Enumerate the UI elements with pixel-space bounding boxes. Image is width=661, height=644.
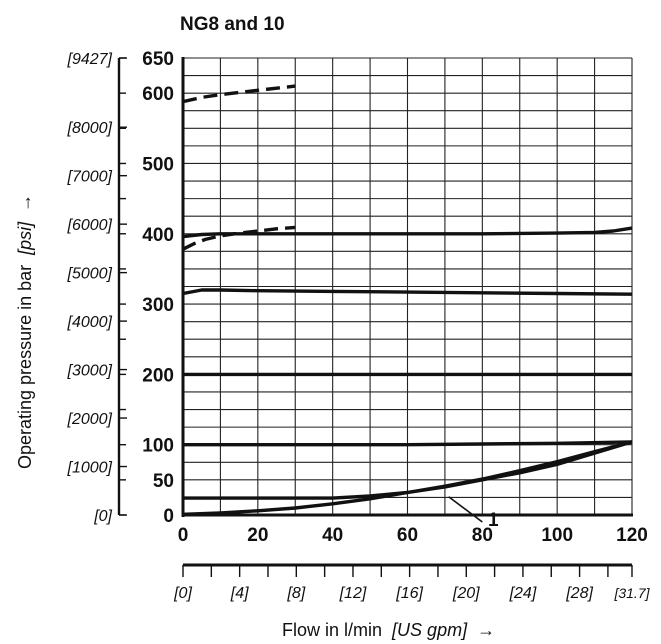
y-tick-label: 400 (142, 225, 174, 246)
gpm-tick-label: [12] (339, 585, 367, 602)
axes (117, 57, 633, 577)
x-axis-label-arrow: → (477, 620, 495, 640)
y-tick-label: 650 (142, 49, 174, 70)
y-tick-label: 100 (142, 436, 174, 457)
grid (182, 57, 633, 516)
y-tick-label: 50 (153, 471, 174, 492)
gpm-tick-label: [8] (286, 585, 305, 602)
y-tick-label: 600 (142, 84, 174, 105)
series-line-6 (183, 440, 633, 447)
x-axis-label-unit: [US gpm] (391, 620, 468, 640)
psi-tick-label: [5000] (67, 266, 113, 283)
psi-tick-label: [7000] (67, 169, 113, 186)
x-tick-label: 120 (616, 525, 648, 546)
x-tick-label: 0 (178, 525, 189, 546)
psi-tick-label: [2000] (67, 411, 113, 428)
y-axis-label-unit: [psi] (15, 221, 35, 256)
y-tick-label: 500 (142, 154, 174, 175)
psi-tick-label: [4000] (67, 314, 113, 331)
psi-tick-label: [8000] (67, 120, 113, 137)
gpm-tick-label: [20] (452, 585, 480, 602)
gpm-tick-label: [4] (230, 585, 249, 602)
curve-annotation: 1 (448, 496, 499, 531)
series-layer (182, 84, 633, 516)
x-axis-label: Flow in l/min [US gpm] → (282, 620, 495, 640)
y-tick-label: 0 (163, 506, 174, 527)
x-tick-label: 20 (247, 525, 268, 546)
gpm-tick-label: [31.7] (613, 585, 650, 601)
series-line-2 (182, 225, 296, 251)
series-line-4 (182, 288, 633, 296)
annotation-leader-line (448, 496, 483, 523)
series-line-3 (182, 226, 633, 239)
x-tick-label: 60 (397, 525, 418, 546)
psi-tick-label: [1000] (67, 460, 113, 477)
psi-tick-label: [0] (93, 508, 112, 525)
y-tick-label: 200 (142, 365, 174, 386)
gpm-tick-label: [0] (173, 585, 192, 602)
chart-title: NG8 and 10 (180, 14, 285, 35)
gpm-tick-label: [16] (395, 585, 423, 602)
y-axis-label-arrow: → (15, 194, 35, 212)
y-tick-label: 300 (142, 295, 174, 316)
annotation-label: 1 (488, 510, 499, 531)
x-tick-label: 80 (472, 525, 493, 546)
y-axis-label-main: Operating pressure in bar (15, 265, 35, 469)
gpm-tick-label: [28] (565, 585, 593, 602)
series-line-8 (182, 440, 633, 516)
tick-labels: 0 50 100 200 300 400 500 600 650 0 20 40 60 80 100 120 [… (67, 49, 651, 602)
series-line-1 (182, 84, 296, 104)
psi-tick-label: [6000] (67, 217, 113, 234)
x-axis-label-main: Flow in l/min (282, 620, 382, 640)
psi-tick-label: [9427] (67, 51, 113, 68)
y-axis-label: Operating pressure in bar [psi] → (15, 194, 35, 469)
x-tick-label: 100 (541, 525, 573, 546)
x-tick-label: 40 (322, 525, 343, 546)
gpm-tick-label: [24] (509, 585, 537, 602)
psi-tick-label: [3000] (67, 363, 113, 380)
